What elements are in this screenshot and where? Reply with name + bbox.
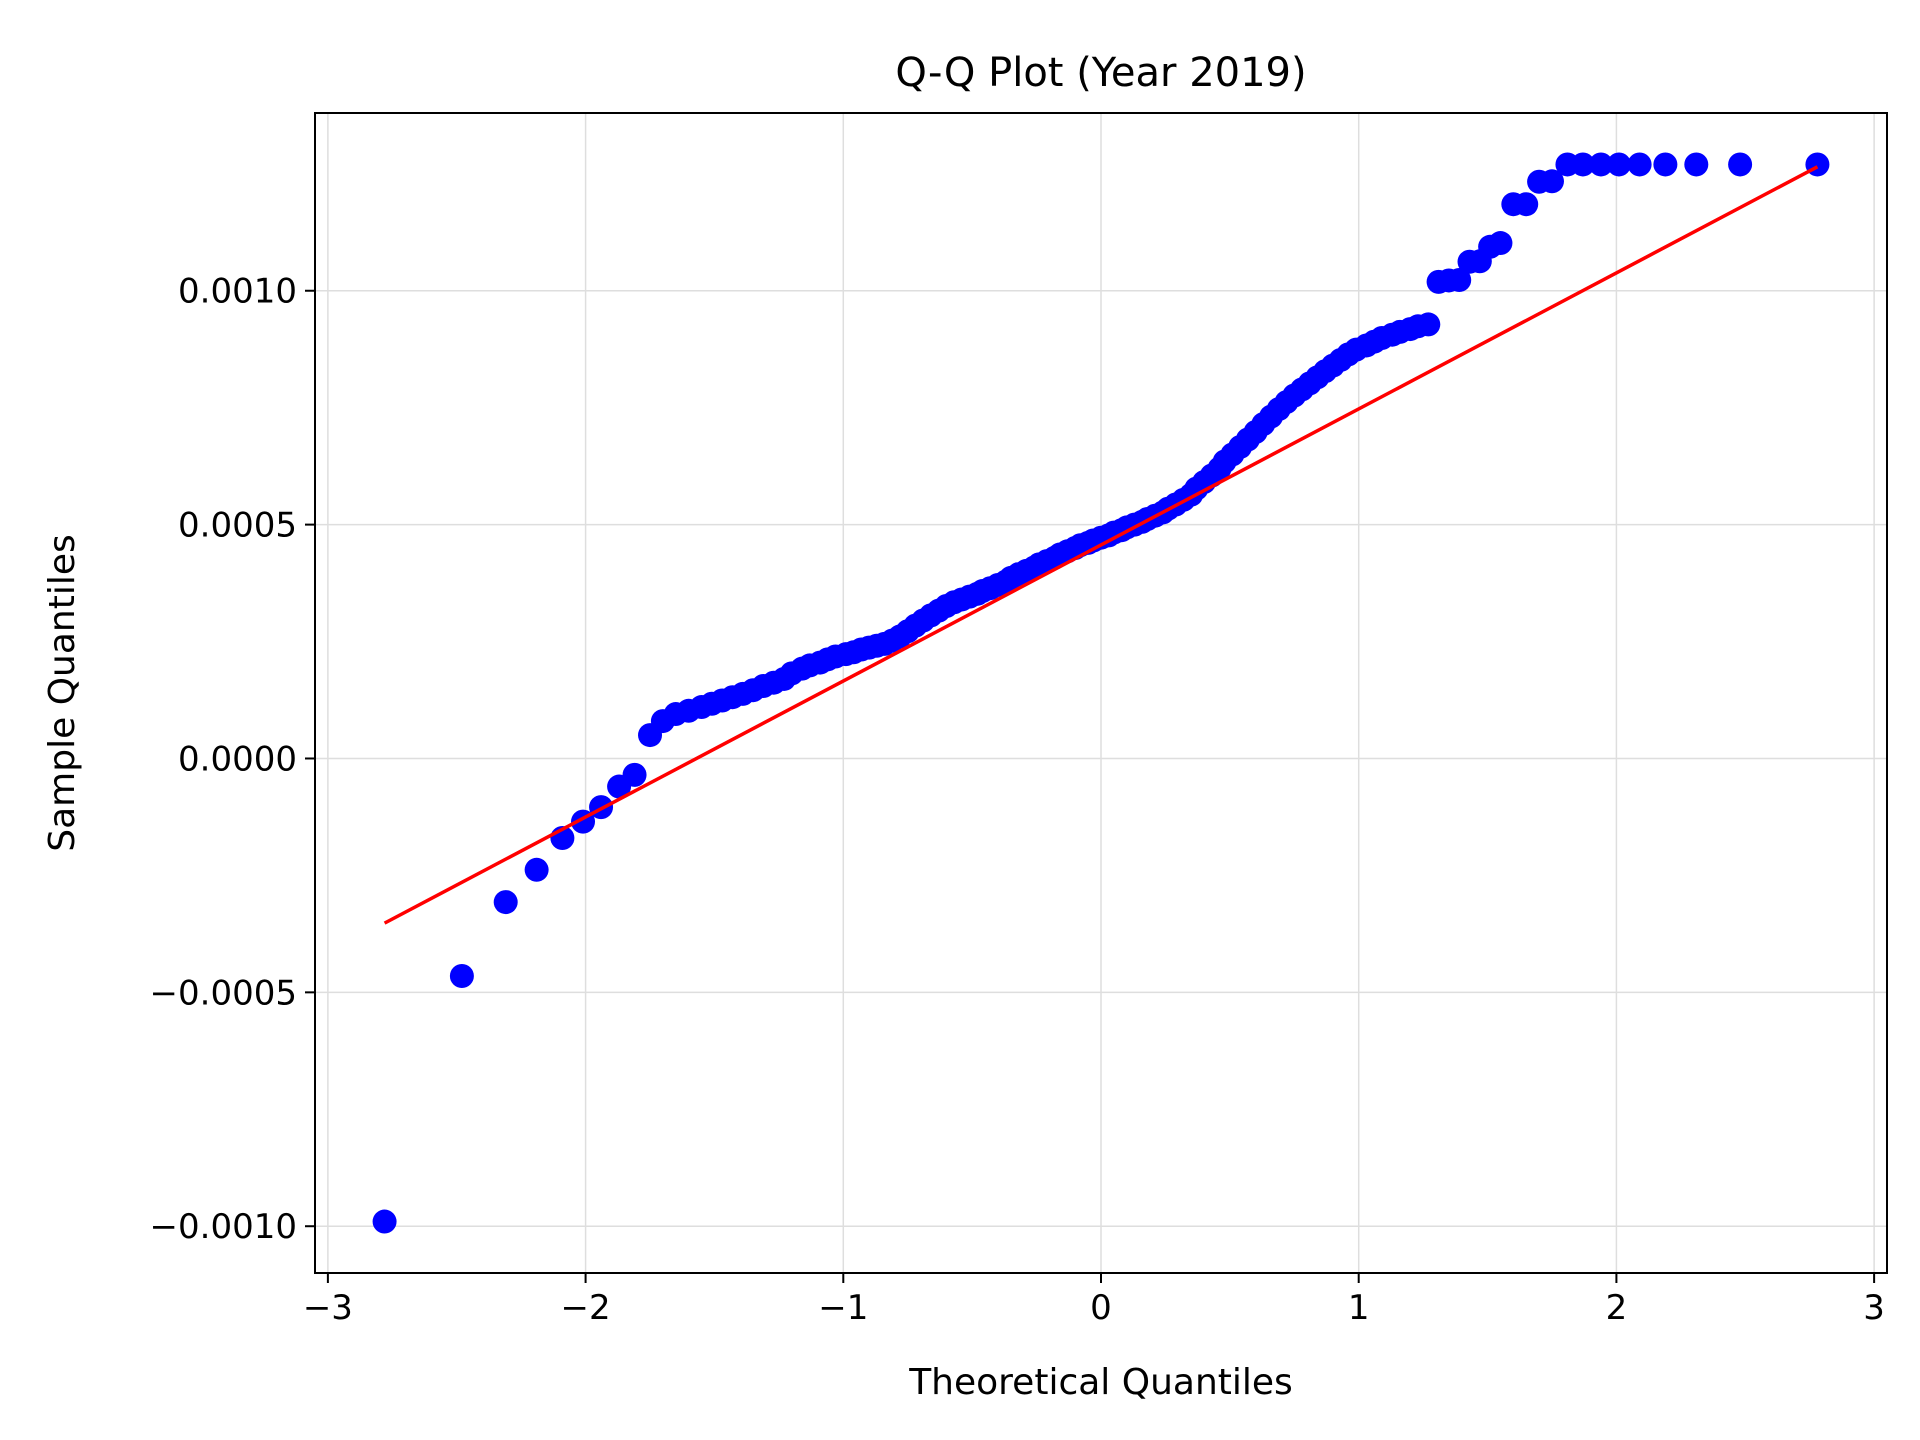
x-tick-label: −2 [561,1288,611,1328]
data-point [524,857,549,882]
y-tick-label: 0.0010 [178,272,297,312]
y-tick-label: −0.0010 [150,1207,297,1247]
x-tick-label: 0 [1090,1288,1112,1328]
x-axis-label: Theoretical Quantiles [908,1362,1293,1403]
y-tick-label: 0.0005 [178,506,297,546]
data-point [1653,152,1678,177]
plot-series [372,152,1830,1234]
reference-line [383,165,1819,925]
data-point [1588,152,1613,177]
data-point [1728,152,1753,177]
x-tick-label: 3 [1863,1288,1885,1328]
data-point [1570,152,1595,177]
data-point [1539,169,1564,194]
data-point [1514,192,1539,217]
data-point [1684,152,1709,177]
data-point [372,1209,397,1234]
data-point [622,762,647,787]
chart-title: Q-Q Plot (Year 2019) [895,50,1306,96]
x-tick-label: −3 [303,1288,353,1328]
x-tick-label: 2 [1606,1288,1628,1328]
x-tick-label: −1 [818,1288,868,1328]
y-axis-label: Sample Quantiles [42,534,83,851]
data-point [1627,152,1652,177]
x-tick-label: 1 [1348,1288,1370,1328]
grid-lines [315,113,1887,1273]
y-axis-ticks: −0.0010 −0.0005 0.0000 0.0005 0.0010 [150,272,315,1247]
data-point [1416,312,1441,337]
data-point [449,963,474,988]
x-axis-ticks: −3 −2 −1 0 1 2 3 [303,1273,1885,1328]
data-point [1606,152,1631,177]
y-tick-label: 0.0000 [178,739,297,779]
data-point [1488,231,1513,256]
data-point [1447,267,1472,292]
y-tick-label: −0.0005 [150,973,297,1013]
data-point [493,890,518,915]
